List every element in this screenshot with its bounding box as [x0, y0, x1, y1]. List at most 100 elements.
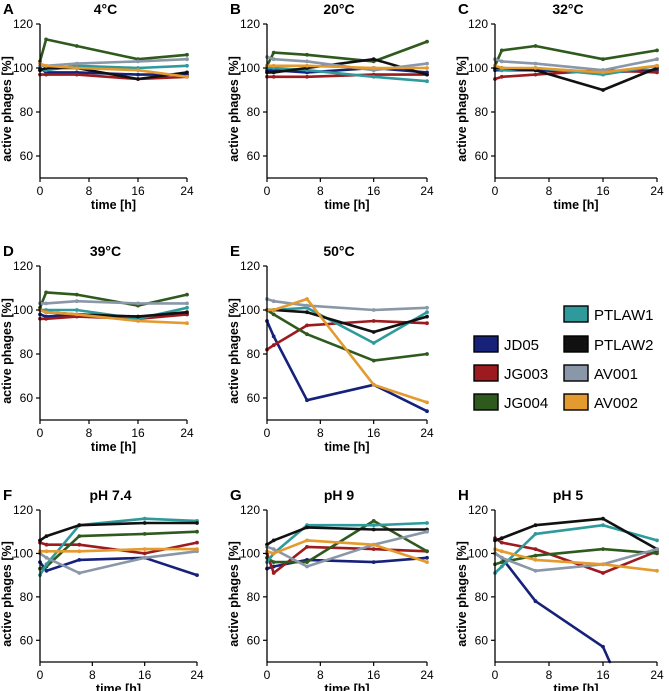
data-point — [655, 57, 659, 62]
data-point — [305, 303, 309, 308]
data-point — [601, 562, 605, 567]
data-point — [425, 521, 429, 525]
y-axis-label: active phages [%] — [227, 298, 241, 404]
data-point — [74, 292, 79, 297]
data-point — [655, 48, 659, 53]
data-point — [74, 66, 79, 70]
data-point — [533, 553, 538, 558]
data-point — [44, 290, 48, 295]
panel-title: pH 5 — [553, 487, 584, 503]
data-point — [305, 52, 309, 57]
x-axis-label: time [h] — [91, 440, 136, 454]
data-point — [601, 523, 605, 528]
data-point — [271, 312, 276, 317]
x-tick-label: 16 — [367, 668, 381, 682]
data-point — [425, 72, 429, 77]
data-point — [655, 568, 659, 573]
x-tick-label: 16 — [138, 668, 152, 682]
y-tick-label: 100 — [240, 61, 260, 75]
data-point — [601, 547, 605, 551]
y-tick-label: 80 — [475, 590, 489, 604]
panel-letter: E — [230, 243, 240, 260]
data-point — [499, 66, 504, 70]
y-axis-label: active phages [%] — [0, 298, 14, 404]
data-point — [195, 521, 199, 525]
panel-letter: B — [230, 1, 241, 18]
y-tick-label: 80 — [20, 347, 34, 361]
panel-g: 0 8 16 24 60 80 100 120 time [h] active phages [%… — [227, 487, 434, 691]
panel-e: 0 8 16 24 60 80 100 120 time [h] active phages [%… — [227, 243, 434, 454]
data-point — [74, 44, 79, 48]
data-point — [195, 547, 199, 551]
data-point — [371, 66, 376, 70]
data-point — [77, 549, 82, 554]
data-point — [305, 398, 309, 403]
panel-a: 0 8 16 24 60 80 100 120 time [h] active phages [%… — [0, 1, 194, 212]
y-tick-label: 120 — [13, 17, 33, 31]
data-point — [533, 532, 538, 536]
data-point — [136, 68, 140, 73]
y-tick-label: 60 — [247, 149, 261, 163]
x-tick-label: 8 — [546, 668, 553, 682]
panel-title: 39°C — [90, 243, 121, 259]
data-point — [601, 516, 605, 521]
data-point — [425, 549, 429, 554]
series-line-av002 — [265, 297, 429, 404]
data-point — [77, 571, 82, 575]
data-point — [74, 308, 79, 312]
data-point — [371, 519, 376, 523]
y-axis-label: active phages [%] — [227, 541, 241, 647]
legend-label-ptlaw1: PTLAW1 — [594, 307, 653, 324]
data-point — [195, 540, 199, 545]
legend-swatch-jd05 — [473, 335, 499, 353]
series-line-av001 — [38, 57, 189, 68]
data-point — [425, 409, 429, 414]
data-point — [425, 66, 429, 70]
data-point — [185, 57, 189, 62]
data-point — [533, 44, 538, 48]
data-point — [371, 358, 376, 363]
x-axis-label: time [h] — [324, 682, 369, 691]
data-point — [305, 310, 309, 315]
data-point — [136, 301, 140, 306]
data-point — [44, 542, 49, 547]
panel-b: 0 8 16 24 60 80 100 120 time [h] active phages [%… — [227, 1, 434, 212]
data-point — [371, 547, 376, 551]
x-tick-label: 8 — [86, 184, 93, 198]
data-point — [425, 79, 429, 84]
y-axis-label: active phages [%] — [0, 56, 14, 162]
y-tick-label: 80 — [247, 590, 261, 604]
data-point — [371, 527, 376, 532]
data-point — [533, 599, 538, 604]
data-point — [499, 59, 504, 64]
x-tick-label: 16 — [131, 426, 145, 440]
x-tick-label: 8 — [89, 668, 96, 682]
data-point — [533, 558, 538, 562]
data-point — [533, 568, 538, 573]
data-point — [425, 305, 429, 310]
x-tick-label: 0 — [492, 184, 499, 198]
data-point — [655, 63, 659, 68]
data-point — [77, 534, 82, 538]
data-point — [533, 72, 538, 77]
data-point — [271, 74, 276, 79]
x-tick-label: 16 — [367, 184, 381, 198]
data-point — [425, 321, 429, 326]
x-tick-label: 8 — [317, 426, 324, 440]
data-point — [371, 330, 376, 334]
x-tick-label: 16 — [131, 184, 145, 198]
x-axis-label: time [h] — [324, 198, 369, 212]
x-tick-label: 8 — [546, 184, 553, 198]
y-tick-label: 100 — [240, 303, 260, 317]
data-point — [371, 74, 376, 79]
data-point — [499, 540, 504, 545]
legend-swatch-av002 — [563, 393, 589, 411]
data-point — [185, 310, 189, 315]
data-point — [271, 334, 276, 339]
data-point — [655, 70, 659, 75]
y-tick-label: 60 — [475, 149, 489, 163]
data-point — [271, 57, 276, 62]
data-point — [44, 549, 49, 554]
y-tick-label: 80 — [20, 590, 34, 604]
data-point — [44, 316, 48, 321]
